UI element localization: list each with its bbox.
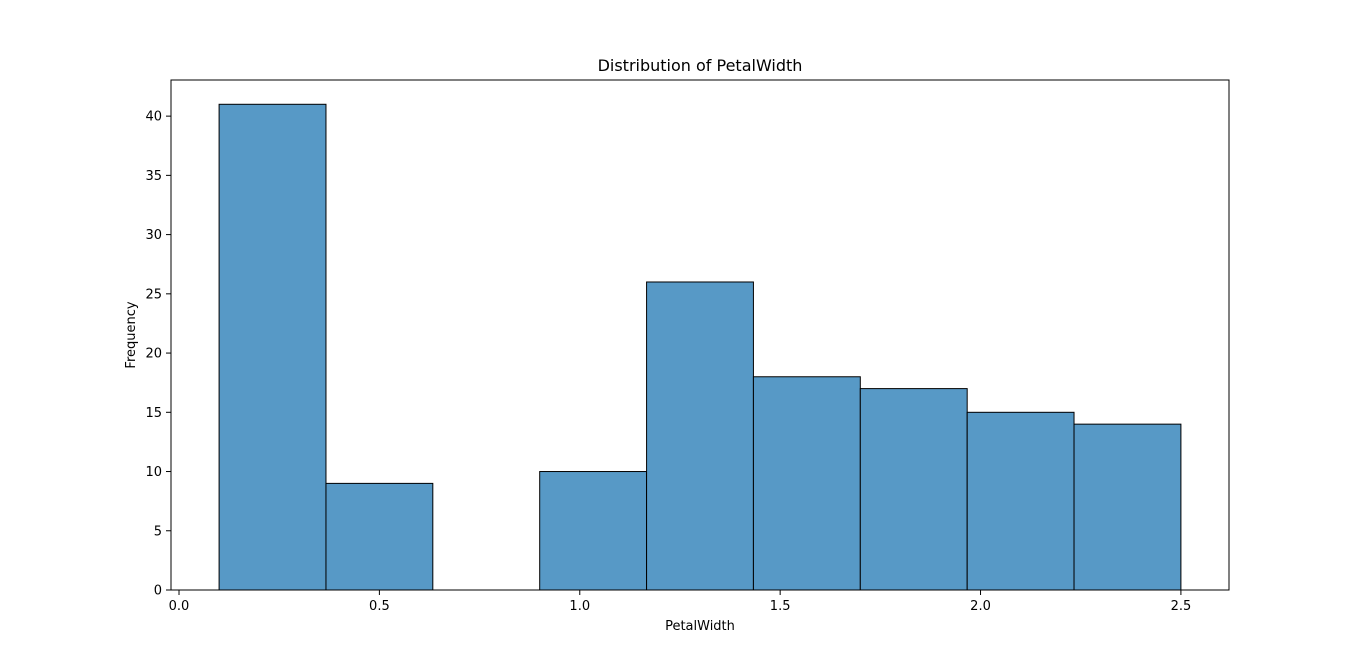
y-axis-label: Frequency xyxy=(124,301,139,368)
histogram-bar-4 xyxy=(646,281,754,591)
y-tick-label-1: 5 xyxy=(154,524,162,539)
chart-title: Distribution of PetalWidth xyxy=(598,56,803,75)
bars-layer xyxy=(218,103,1182,591)
x-tick-label-0: 0.0 xyxy=(169,599,190,614)
x-tick-label-3: 1.5 xyxy=(770,599,791,614)
histogram-bar-1 xyxy=(325,482,434,591)
x-axis-label: PetalWidth xyxy=(665,619,735,634)
y-tick-label-7: 35 xyxy=(145,169,162,184)
y-tick-label-4: 20 xyxy=(145,347,162,362)
y-tick-label-8: 40 xyxy=(145,110,162,125)
x-tick-label-2: 1.0 xyxy=(569,599,590,614)
histogram-bar-3 xyxy=(539,471,648,591)
y-tick-label-5: 25 xyxy=(145,287,162,302)
axes-frame xyxy=(170,79,1230,591)
x-ticks: 0.0 0.5 1.0 1.5 2.0 2.5 xyxy=(169,590,1192,614)
y-ticks: 0 5 10 15 20 25 30 35 40 xyxy=(145,110,171,599)
histogram-bar-7 xyxy=(966,411,1075,591)
y-tick-label-3: 15 xyxy=(145,406,162,421)
x-tick-label-4: 2.0 xyxy=(970,599,991,614)
y-tick-label-6: 30 xyxy=(145,228,162,243)
x-tick-label-5: 2.5 xyxy=(1171,599,1192,614)
histogram-bar-5 xyxy=(752,376,861,591)
y-tick-label-2: 10 xyxy=(145,465,162,480)
histogram-bar-8 xyxy=(1073,423,1182,591)
histogram-bar-0 xyxy=(218,103,327,591)
histogram-bar-6 xyxy=(859,388,968,591)
y-tick-label-0: 0 xyxy=(154,584,162,599)
x-tick-label-1: 0.5 xyxy=(369,599,390,614)
